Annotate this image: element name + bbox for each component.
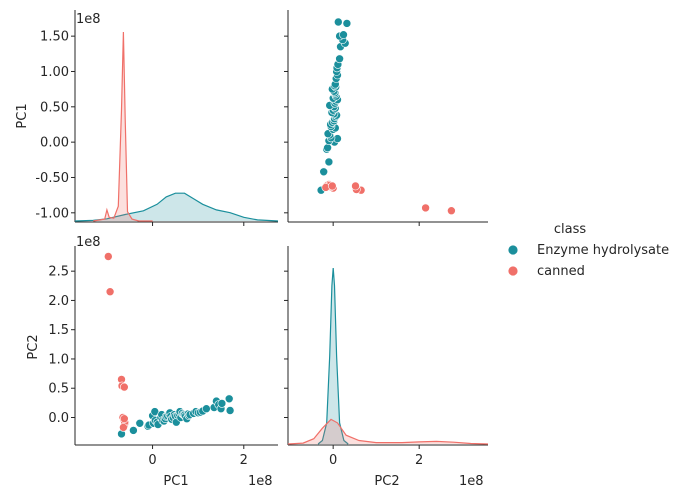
point-pc1-vs-pc2-1-11 — [120, 414, 129, 424]
point-pc1-vs-pc2-0-50 — [225, 406, 235, 415]
ytick-label-pc1: 0.50 — [40, 100, 69, 115]
point-pc1-vs-pc2-1-1 — [104, 252, 113, 261]
point-pc1-vs-pc2-0-48 — [217, 399, 227, 408]
point-pc2-vs-pc1-0-1 — [319, 167, 329, 177]
kde-pc1-fill — [75, 193, 278, 221]
ytick-label-pc2: 1.5 — [48, 323, 69, 338]
point-pc1-vs-pc2-0-49 — [224, 394, 234, 404]
point-pc1-vs-pc2-1-10 — [119, 423, 128, 432]
ylabel-pc2: PC2 — [26, 334, 41, 359]
ytick-label-pc2: 2.0 — [48, 294, 69, 309]
scale-label-3: 1e8 — [459, 474, 484, 489]
ytick-label-pc2: 0.5 — [48, 382, 69, 397]
legend: class Enzyme hydrolysate canned — [507, 222, 669, 279]
legend-marker-canned — [507, 265, 519, 277]
kde-pc1-line — [93, 31, 153, 222]
ylabel-pc1: PC1 — [15, 103, 30, 128]
scale-label-0: 1e8 — [76, 12, 101, 27]
legend-label-enzyme-hydrolysate: Enzyme hydrolysate — [537, 243, 669, 258]
kde-pc2-fill — [318, 268, 349, 444]
xtick-label-pc1: 0 — [148, 453, 156, 468]
kde-pc2-line — [287, 418, 489, 445]
ytick-label-pc1: -0.50 — [35, 171, 69, 186]
panel-grid: -1.00 -0.50 0.00 0.50 1.00 1.50 0.0 0.5 1.0 1.5 2.… — [15, 10, 489, 489]
xlabel-pc2: PC2 — [374, 474, 399, 489]
legend-title: class — [554, 222, 586, 237]
point-pc2-vs-pc1-1-1 — [447, 206, 456, 215]
point-pc1-vs-pc2-0-43 — [202, 404, 211, 414]
xtick-label-pc1: 2 — [240, 453, 248, 468]
point-pc2-vs-pc1-0-48 — [339, 30, 348, 40]
ytick-label-pc1: 0.00 — [40, 136, 69, 151]
scale-label-2: 1e8 — [248, 474, 273, 489]
point-pc2-vs-pc1-0-50 — [333, 17, 343, 27]
ytick-label-pc1: 1.50 — [40, 30, 69, 45]
kde-pc1-fill — [93, 32, 153, 221]
ytick-label-pc2: 1.0 — [48, 352, 69, 367]
ytick-label-pc2: 0.0 — [48, 411, 69, 426]
point-pc2-vs-pc1-1-4 — [351, 181, 360, 191]
point-pc1-vs-pc2-1-4 — [120, 382, 129, 392]
point-pc2-vs-pc1-1-0 — [421, 203, 430, 213]
point-pc2-vs-pc1-0-49 — [342, 19, 352, 28]
ytick-label-pc1: 1.00 — [40, 65, 69, 80]
point-pc1-vs-pc2-0-2 — [135, 418, 145, 428]
point-pc1-vs-pc2-0-1 — [129, 426, 138, 435]
kde-pc2-fill — [288, 419, 488, 444]
point-pc2-vs-pc1-0-2 — [324, 157, 334, 167]
xtick-label-pc2: 0 — [329, 453, 337, 468]
point-pc2-vs-pc1-0-43 — [335, 54, 344, 64]
legend-label-canned: canned — [537, 264, 585, 279]
point-pc1-vs-pc2-1-0 — [105, 287, 115, 297]
point-pc2-vs-pc1-1-11 — [327, 181, 337, 191]
kde-pc1-line — [74, 192, 279, 222]
xtick-label-pc2: 2 — [415, 453, 423, 468]
scale-label-1: 1e8 — [76, 235, 101, 250]
point-pc2-vs-pc1-0-4 — [323, 143, 332, 153]
legend-marker-enzyme-hydrolysate — [507, 244, 519, 256]
ytick-label-pc2: 2.5 — [48, 265, 69, 280]
ytick-label-pc1: -1.00 — [35, 206, 69, 221]
xlabel-pc1: PC1 — [163, 474, 188, 489]
